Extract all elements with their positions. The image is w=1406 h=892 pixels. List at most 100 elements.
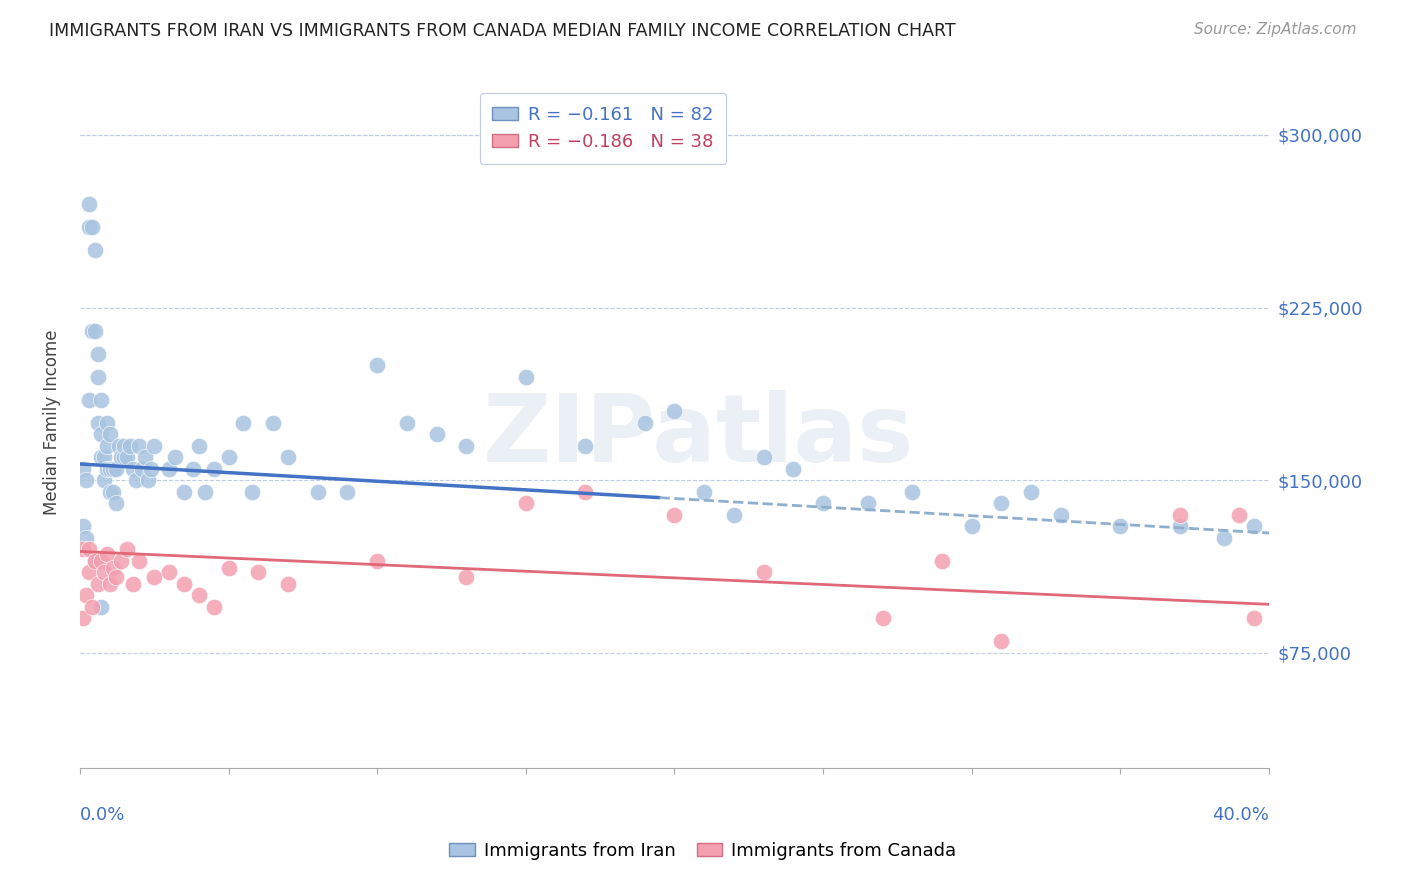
Point xyxy=(157,565,180,579)
Point xyxy=(98,484,121,499)
Point xyxy=(101,484,124,499)
Point xyxy=(104,570,127,584)
Point xyxy=(202,599,225,614)
Point xyxy=(366,358,388,372)
Point xyxy=(1243,611,1265,625)
Point xyxy=(86,369,108,384)
Point xyxy=(90,392,112,407)
Point xyxy=(574,484,596,499)
Point xyxy=(181,461,204,475)
Point xyxy=(98,461,121,475)
Point xyxy=(77,219,100,234)
Point xyxy=(277,576,299,591)
Point xyxy=(120,439,142,453)
Point xyxy=(990,496,1012,510)
Point xyxy=(664,404,686,418)
Point xyxy=(72,461,94,475)
Point xyxy=(72,519,94,533)
Point xyxy=(136,473,159,487)
Point xyxy=(856,496,879,510)
Point xyxy=(104,461,127,475)
Point xyxy=(187,439,209,453)
Point xyxy=(93,450,115,464)
Point xyxy=(90,599,112,614)
Point xyxy=(122,576,145,591)
Point xyxy=(187,588,209,602)
Point xyxy=(574,439,596,453)
Point xyxy=(1050,508,1073,522)
Point xyxy=(77,565,100,579)
Point xyxy=(782,461,804,475)
Point xyxy=(218,450,240,464)
Point xyxy=(128,439,150,453)
Point xyxy=(93,565,115,579)
Point xyxy=(1168,508,1191,522)
Point xyxy=(173,576,195,591)
Point xyxy=(125,473,148,487)
Point xyxy=(901,484,924,499)
Point xyxy=(1227,508,1250,522)
Point xyxy=(515,369,537,384)
Point xyxy=(104,496,127,510)
Point xyxy=(232,416,254,430)
Point xyxy=(83,243,105,257)
Point xyxy=(131,461,153,475)
Point xyxy=(114,439,136,453)
Point xyxy=(101,560,124,574)
Point xyxy=(752,565,775,579)
Point xyxy=(117,450,139,464)
Point xyxy=(80,219,103,234)
Point xyxy=(426,427,449,442)
Point xyxy=(80,599,103,614)
Point xyxy=(80,324,103,338)
Point xyxy=(456,439,478,453)
Text: 0.0%: 0.0% xyxy=(80,805,125,823)
Point xyxy=(247,565,270,579)
Point xyxy=(1168,519,1191,533)
Point xyxy=(96,461,118,475)
Point xyxy=(83,554,105,568)
Point xyxy=(143,570,166,584)
Point xyxy=(72,611,94,625)
Point xyxy=(128,554,150,568)
Point xyxy=(960,519,983,533)
Point xyxy=(990,634,1012,648)
Point xyxy=(114,450,136,464)
Point xyxy=(277,450,299,464)
Point xyxy=(1243,519,1265,533)
Legend: R = −0.161   N = 82, R = −0.186   N = 38: R = −0.161 N = 82, R = −0.186 N = 38 xyxy=(479,94,727,163)
Point xyxy=(83,324,105,338)
Point xyxy=(872,611,894,625)
Point xyxy=(90,450,112,464)
Point xyxy=(96,416,118,430)
Point xyxy=(307,484,329,499)
Point xyxy=(96,439,118,453)
Y-axis label: Median Family Income: Median Family Income xyxy=(44,330,60,516)
Point xyxy=(75,588,97,602)
Point xyxy=(143,439,166,453)
Point xyxy=(1019,484,1042,499)
Point xyxy=(1109,519,1132,533)
Point xyxy=(157,461,180,475)
Point xyxy=(752,450,775,464)
Point xyxy=(117,542,139,557)
Point xyxy=(723,508,745,522)
Point xyxy=(173,484,195,499)
Point xyxy=(93,473,115,487)
Point xyxy=(75,473,97,487)
Point xyxy=(634,416,657,430)
Point xyxy=(122,461,145,475)
Text: ZIPatlas: ZIPatlas xyxy=(482,391,914,483)
Text: IMMIGRANTS FROM IRAN VS IMMIGRANTS FROM CANADA MEDIAN FAMILY INCOME CORRELATION : IMMIGRANTS FROM IRAN VS IMMIGRANTS FROM … xyxy=(49,22,956,40)
Point xyxy=(86,416,108,430)
Point xyxy=(77,542,100,557)
Point xyxy=(163,450,186,464)
Point xyxy=(86,576,108,591)
Text: 40.0%: 40.0% xyxy=(1212,805,1270,823)
Point xyxy=(77,197,100,211)
Point xyxy=(90,554,112,568)
Point xyxy=(107,439,129,453)
Point xyxy=(262,416,284,430)
Point xyxy=(664,508,686,522)
Point xyxy=(693,484,716,499)
